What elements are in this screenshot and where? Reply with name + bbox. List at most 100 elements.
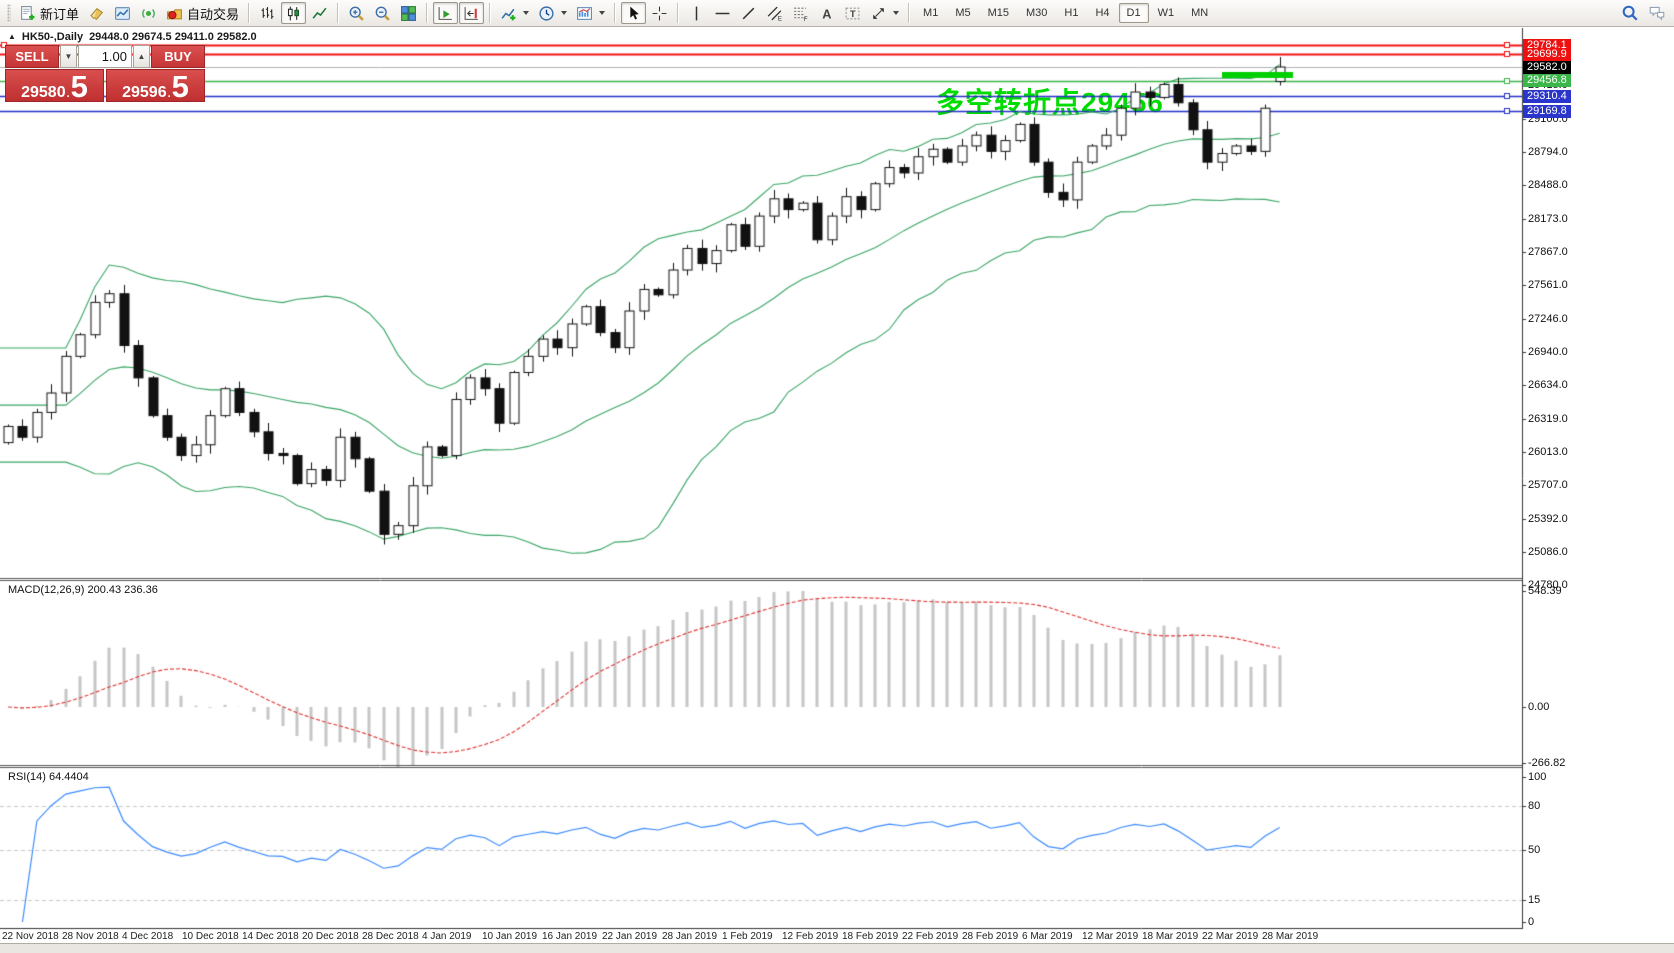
crosshair-button[interactable] [647, 2, 672, 24]
time-axis-label: 28 Dec 2018 [362, 931, 419, 942]
svg-text:T: T [850, 9, 856, 20]
eraser-icon [90, 7, 104, 20]
trendline-icon [742, 7, 755, 19]
tab-timeframe-w1[interactable]: W1 [1150, 3, 1183, 23]
tab-timeframe-m1[interactable]: M1 [915, 3, 946, 23]
time-axis-label: 6 Mar 2019 [1022, 931, 1073, 942]
cursor-button[interactable] [621, 2, 647, 24]
macd-axis-tick: 0.00 [1528, 701, 1550, 713]
time-axis-label: 28 Jan 2019 [662, 931, 718, 942]
buy-price-separator: . [167, 88, 171, 100]
autotrading-label: 自动交易 [187, 6, 240, 22]
arrows-caret-icon [893, 11, 900, 15]
candlestick-icon [288, 6, 300, 20]
tab-timeframe-m5[interactable]: M5 [947, 3, 978, 23]
text-button[interactable]: A [814, 2, 839, 24]
price-axis-tick: 28488.0 [1528, 179, 1568, 192]
vertical-line-button[interactable] [684, 2, 709, 24]
indicators-button[interactable] [496, 2, 533, 24]
chat-button[interactable] [1644, 2, 1670, 24]
sell-button[interactable]: SELL [5, 45, 59, 68]
price-axis-tick: 25707.0 [1528, 479, 1568, 492]
buy-button[interactable]: BUY [151, 45, 205, 68]
tab-timeframe-h1[interactable]: H1 [1056, 3, 1086, 23]
tile-windows-button[interactable] [396, 2, 421, 24]
search-button[interactable] [1617, 2, 1643, 24]
price-axis-tick: 27246.0 [1528, 313, 1568, 325]
arrows-icon [873, 7, 884, 19]
buy-price[interactable]: 29596 . 5 [106, 69, 205, 102]
chart-window-button[interactable] [110, 2, 135, 24]
template-button[interactable] [572, 2, 609, 24]
horizontal-line-button[interactable] [710, 2, 735, 24]
toolbar-separator [489, 3, 492, 23]
price-level-badge: 29456.8 [1523, 74, 1571, 87]
chart-shift-icon [464, 6, 478, 20]
price-axis-tick: 25086.0 [1528, 546, 1568, 558]
signal-button[interactable] [136, 2, 161, 24]
macd-axis-tick: -266.82 [1528, 757, 1566, 770]
signal-icon [142, 8, 155, 18]
fibonacci-icon: F [794, 7, 808, 22]
text-label-button[interactable]: T [840, 2, 865, 24]
tab-timeframe-mn[interactable]: MN [1183, 3, 1216, 23]
arrows-button[interactable] [866, 2, 903, 24]
tab-timeframe-h4[interactable]: H4 [1087, 3, 1117, 23]
sell-price-separator: . [66, 88, 70, 100]
crosshair-icon [652, 6, 667, 20]
ohlc-values: 29448.0 29674.5 29411.0 29582.0 [89, 31, 257, 43]
sell-price[interactable]: 29580 . 5 [5, 69, 104, 102]
fibonacci-button[interactable]: F [788, 2, 813, 24]
top-toolbar: 新订单 自动交易 [0, 0, 1674, 27]
toolbar-separator [248, 3, 251, 23]
auto-scroll-button[interactable] [433, 2, 459, 24]
zoom-in-button[interactable] [344, 2, 369, 24]
time-axis-label: 28 Feb 2019 [962, 931, 1019, 942]
template-caret-icon [599, 11, 606, 15]
macd-label: MACD(12,26,9) 200.43 236.36 [8, 584, 158, 596]
toolbar-separator [426, 3, 429, 23]
rsi-axis-tick: 15 [1528, 894, 1541, 907]
time-axis-label: 28 Mar 2019 [1262, 931, 1319, 942]
rsi-axis-tick: 50 [1528, 843, 1541, 856]
tab-timeframe-d1[interactable]: D1 [1118, 3, 1149, 23]
autotrading-button[interactable]: 自动交易 [162, 2, 243, 24]
time-axis-label: 28 Nov 2018 [62, 931, 119, 942]
volume-increase-button[interactable]: ▲ [133, 45, 150, 68]
sell-price-main: 29580 [21, 84, 66, 101]
period-button[interactable] [534, 2, 571, 24]
eraser-button[interactable] [84, 2, 109, 24]
price-level-badge: 29310.4 [1523, 89, 1571, 103]
candlestick-button[interactable] [281, 2, 307, 24]
time-axis-label: 10 Jan 2019 [482, 931, 538, 942]
tab-timeframe-m15[interactable]: M15 [980, 3, 1017, 23]
price-level-badge: 29582.0 [1523, 60, 1571, 74]
zoom-out-button[interactable] [370, 2, 395, 24]
volume-decrease-button[interactable]: ▼ [60, 45, 77, 68]
period-icon [539, 5, 554, 21]
bar-chart-button[interactable] [255, 2, 280, 24]
zoom-in-icon [349, 6, 364, 21]
price-axis-tick: 26319.0 [1528, 413, 1568, 425]
zoom-out-icon [375, 6, 390, 21]
channel-icon: E [767, 6, 782, 22]
toolbar-grip[interactable] [7, 4, 11, 22]
svg-text:A: A [822, 6, 831, 21]
chart-shift-button[interactable] [459, 2, 485, 24]
price-axis-tick: 25392.0 [1528, 513, 1568, 525]
tab-timeframe-m30[interactable]: M30 [1018, 3, 1055, 23]
line-chart-button[interactable] [307, 2, 332, 24]
new-order-button[interactable]: 新订单 [15, 2, 83, 24]
svg-text:F: F [804, 15, 808, 21]
price-axis-tick: 24780.0 [1528, 579, 1568, 592]
volume-input[interactable] [78, 45, 132, 68]
collapse-chart-icon[interactable]: ▲ [8, 32, 16, 41]
channel-button[interactable]: E [762, 2, 787, 24]
trendline-button[interactable] [736, 2, 761, 24]
toolbar-separator [614, 3, 617, 23]
chart-window-icon [115, 6, 130, 20]
price-axis-tick: 27867.0 [1528, 246, 1568, 258]
rsi-axis-tick: 100 [1528, 771, 1547, 783]
buy-price-big-digit: 5 [171, 69, 189, 104]
